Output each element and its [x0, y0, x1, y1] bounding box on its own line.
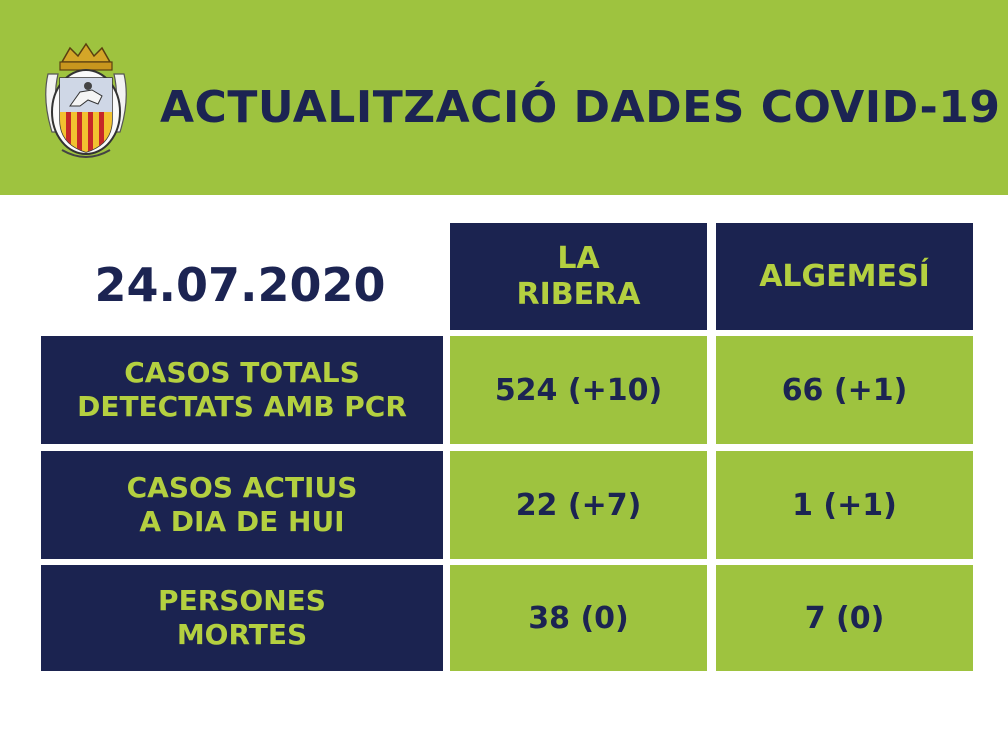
header-banner: ACTUALITZACIÓ DADES COVID-19 — [0, 0, 1008, 195]
row-label-text: CASOS TOTALS DETECTATS AMB PCR — [77, 356, 407, 423]
row-label-text: PERSONES MORTES — [158, 584, 326, 651]
value-algemesi-active-cases: 1 (+1) — [716, 451, 973, 559]
column-header-algemesi: ALGEMESÍ — [716, 223, 973, 330]
column-header-label: LA RIBERA — [516, 240, 641, 312]
report-date: 24.07.2020 — [94, 258, 386, 312]
value-la-ribera-deaths: 38 (0) — [450, 565, 707, 671]
row-label-total-cases: CASOS TOTALS DETECTATS AMB PCR — [41, 336, 443, 444]
page-title: ACTUALITZACIÓ DADES COVID-19 — [160, 82, 1001, 133]
row-label-active-cases: CASOS ACTIUS A DIA DE HUI — [41, 451, 443, 559]
column-header-label: ALGEMESÍ — [759, 258, 930, 294]
row-label-deaths: PERSONES MORTES — [41, 565, 443, 671]
value-la-ribera-total-cases: 524 (+10) — [450, 336, 707, 444]
town-crest-icon — [45, 42, 127, 158]
value-algemesi-deaths: 7 (0) — [716, 565, 973, 671]
value-algemesi-total-cases: 66 (+1) — [716, 336, 973, 444]
value-la-ribera-active-cases: 22 (+7) — [450, 451, 707, 559]
row-label-text: CASOS ACTIUS A DIA DE HUI — [126, 471, 358, 538]
column-header-la-ribera: LA RIBERA — [450, 223, 707, 330]
